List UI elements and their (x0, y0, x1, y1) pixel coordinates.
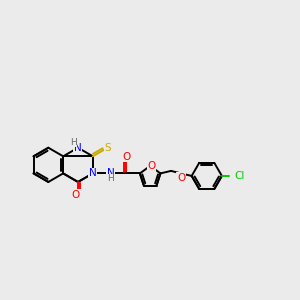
Text: N: N (74, 143, 82, 153)
Text: H: H (107, 174, 114, 183)
Text: N: N (89, 168, 97, 178)
Text: H: H (70, 138, 77, 147)
Text: N: N (106, 168, 114, 178)
Text: Cl: Cl (234, 171, 244, 181)
Text: S: S (104, 143, 111, 153)
Text: O: O (177, 173, 185, 183)
Text: O: O (72, 190, 80, 200)
Text: O: O (122, 152, 130, 161)
Text: O: O (147, 161, 156, 171)
